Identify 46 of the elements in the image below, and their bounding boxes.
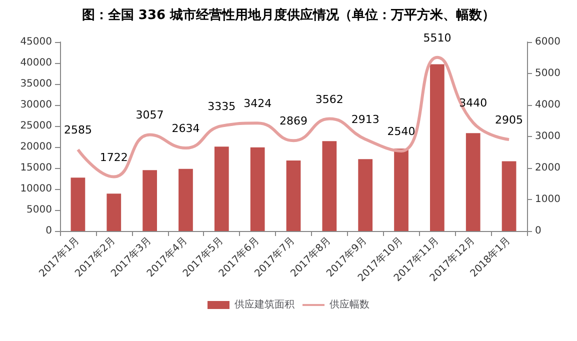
data-label: 5510 bbox=[423, 31, 452, 44]
y-tick-label: 45000 bbox=[20, 36, 52, 48]
y-tick-label: 10000 bbox=[20, 184, 52, 194]
bar bbox=[358, 159, 373, 231]
y-tick-label: 30000 bbox=[20, 100, 52, 110]
chart-title: 图：全国 336 城市经营性用地月度供应情况（单位：万平方米、幅数） bbox=[82, 7, 496, 23]
bar bbox=[178, 168, 193, 231]
y2-tick-label: 6000 bbox=[535, 36, 560, 48]
data-label: 2913 bbox=[351, 113, 380, 126]
data-label: 2869 bbox=[280, 114, 308, 128]
legend-label: 供应幅数 bbox=[330, 298, 370, 310]
bar bbox=[70, 178, 86, 231]
data-label: 1722 bbox=[100, 150, 128, 164]
data-label: 2540 bbox=[387, 124, 416, 138]
bar bbox=[142, 170, 157, 231]
y-tick-label: 20000 bbox=[20, 142, 52, 152]
data-label: 3335 bbox=[208, 100, 236, 113]
bar bbox=[322, 141, 337, 231]
y2-tick-label: 2000 bbox=[535, 162, 560, 174]
y-tick-label: 5000 bbox=[26, 204, 52, 216]
y2-tick-label: 0 bbox=[535, 226, 542, 236]
data-label: 3562 bbox=[315, 92, 344, 106]
y2-tick-label: 1000 bbox=[535, 194, 560, 205]
bar bbox=[214, 146, 229, 231]
bar bbox=[502, 161, 516, 231]
bar bbox=[466, 133, 480, 231]
y2-tick-label: 4000 bbox=[535, 100, 560, 110]
legend-label: 供应建筑面积 bbox=[234, 298, 294, 310]
bar bbox=[106, 194, 122, 231]
bar bbox=[394, 148, 408, 231]
bar bbox=[430, 64, 444, 231]
data-label: 2905 bbox=[495, 113, 524, 126]
data-label: 3057 bbox=[136, 108, 164, 122]
data-label: 3424 bbox=[244, 97, 272, 110]
y-tick-label: 15000 bbox=[20, 162, 52, 174]
data-label: 3440 bbox=[459, 96, 488, 110]
bar bbox=[286, 160, 301, 231]
y2-tick-label: 5000 bbox=[535, 68, 560, 79]
bar bbox=[250, 147, 265, 231]
y-tick-label: 25000 bbox=[20, 120, 52, 132]
y2-tick-label: 3000 bbox=[535, 131, 560, 142]
y-tick-label: 40000 bbox=[20, 58, 52, 68]
data-label: 2585 bbox=[64, 124, 92, 137]
data-label: 2634 bbox=[172, 122, 200, 136]
y-tick-label: 35000 bbox=[20, 78, 52, 90]
y-tick-label: 0 bbox=[46, 226, 52, 236]
